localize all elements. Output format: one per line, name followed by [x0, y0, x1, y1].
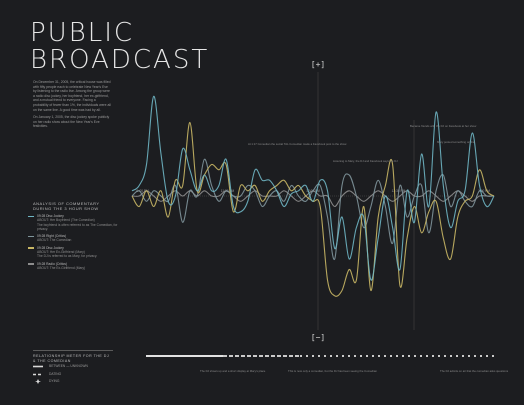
legend-entry-about: ABOUT: The Comedian — [37, 238, 72, 243]
series-line — [131, 95, 495, 281]
legend-entry-title: 09:28 Radio (Critics) — [37, 261, 68, 266]
meter-key-label: DYING — [49, 379, 60, 383]
legend-entry-title: 09:28 Disc Jockey — [37, 245, 64, 250]
title-line-2: BROADCAST — [30, 45, 210, 75]
legend-swatch-gray-blue — [28, 235, 34, 238]
meter-heading: RELATIONSHIP METER FOR THE DJ & THE COME… — [33, 350, 113, 363]
intro-text: On December 31, 2005, the critical house… — [33, 80, 111, 132]
legend-entry-title: 09:28 Right (Critics) — [37, 234, 67, 239]
annotation: The DJ shows up and a short display at M… — [200, 369, 266, 373]
legend-entry: 09:28 Radio (Critics) ABOUT: The Ex-Girl… — [28, 262, 118, 271]
legend-entry-note: The DJ is referred to as Mary, for priva… — [37, 254, 98, 259]
title-line-1: PUBLIC — [30, 18, 135, 48]
legend-swatch-blue — [28, 215, 34, 217]
meter-key-label: BETWEEN — UNKNOWN — [49, 364, 88, 368]
legend-swatch-gray — [28, 263, 34, 265]
series-group — [131, 95, 495, 297]
legend-swatch-yellow — [28, 247, 34, 249]
annotation: Became friends with the DJ on Facebook a… — [410, 124, 477, 128]
annotation: Listening to Mary, the DJ and Facebook s… — [333, 159, 398, 163]
legend-entry-about: ABOUT: Her Boyfriend (The Comedian) — [37, 218, 95, 223]
meter-key-label: DATING — [49, 371, 62, 376]
series-line — [131, 190, 494, 208]
series-line — [131, 158, 495, 260]
meter-key: BETWEEN — UNKNOWN DATING DYING — [33, 363, 88, 386]
legend-entry-about: ABOUT: Her Ex-Girlfriend (Mary) — [37, 250, 85, 255]
series-line — [131, 121, 495, 297]
annotation: This is now only a comedian, but the DJ … — [288, 369, 377, 373]
annotation: Mary posted something on line — [437, 140, 476, 144]
legend-entry: 09:28 Right (Critics) ABOUT: The Comedia… — [28, 234, 118, 243]
legend-entry-about: ABOUT: The Ex-Girlfriend (Mary) — [37, 265, 86, 270]
zoom-in-button[interactable]: [+] — [311, 60, 325, 69]
page-title: PUBLIC BROADCAST — [30, 20, 209, 74]
x-tick-label: 1:00 PM — [478, 189, 490, 193]
x-tick-label: 11:00 PM — [135, 189, 149, 193]
legend-entry-note: The boyfriend is often referred to as Th… — [37, 222, 118, 231]
legend: 09:28 Disc Jockey ABOUT: Her Boyfriend (… — [28, 214, 118, 273]
legend-heading: ANALYSIS OF COMMENTARY DURING THE 3 HOUR… — [33, 201, 100, 211]
intro-paragraph-1: On December 31, 2005, the critical house… — [33, 80, 111, 112]
intro-paragraph-2: On January 1, 2005, the disc jockey spok… — [33, 115, 110, 129]
annotation: The DJ admits on air that the comedian a… — [440, 369, 509, 373]
legend-entry: 09:28 Disc Jockey ABOUT: Her Boyfriend (… — [28, 214, 118, 231]
annotation: At 1:17 Comedian the social TAL Comedian… — [248, 142, 347, 146]
legend-entry: 09:28 Disc Jockey ABOUT: Her Ex-Girlfrie… — [28, 246, 118, 259]
zoom-out-button[interactable]: [−] — [311, 333, 325, 342]
legend-entry-title: 09:28 Disc Jockey — [37, 214, 64, 218]
